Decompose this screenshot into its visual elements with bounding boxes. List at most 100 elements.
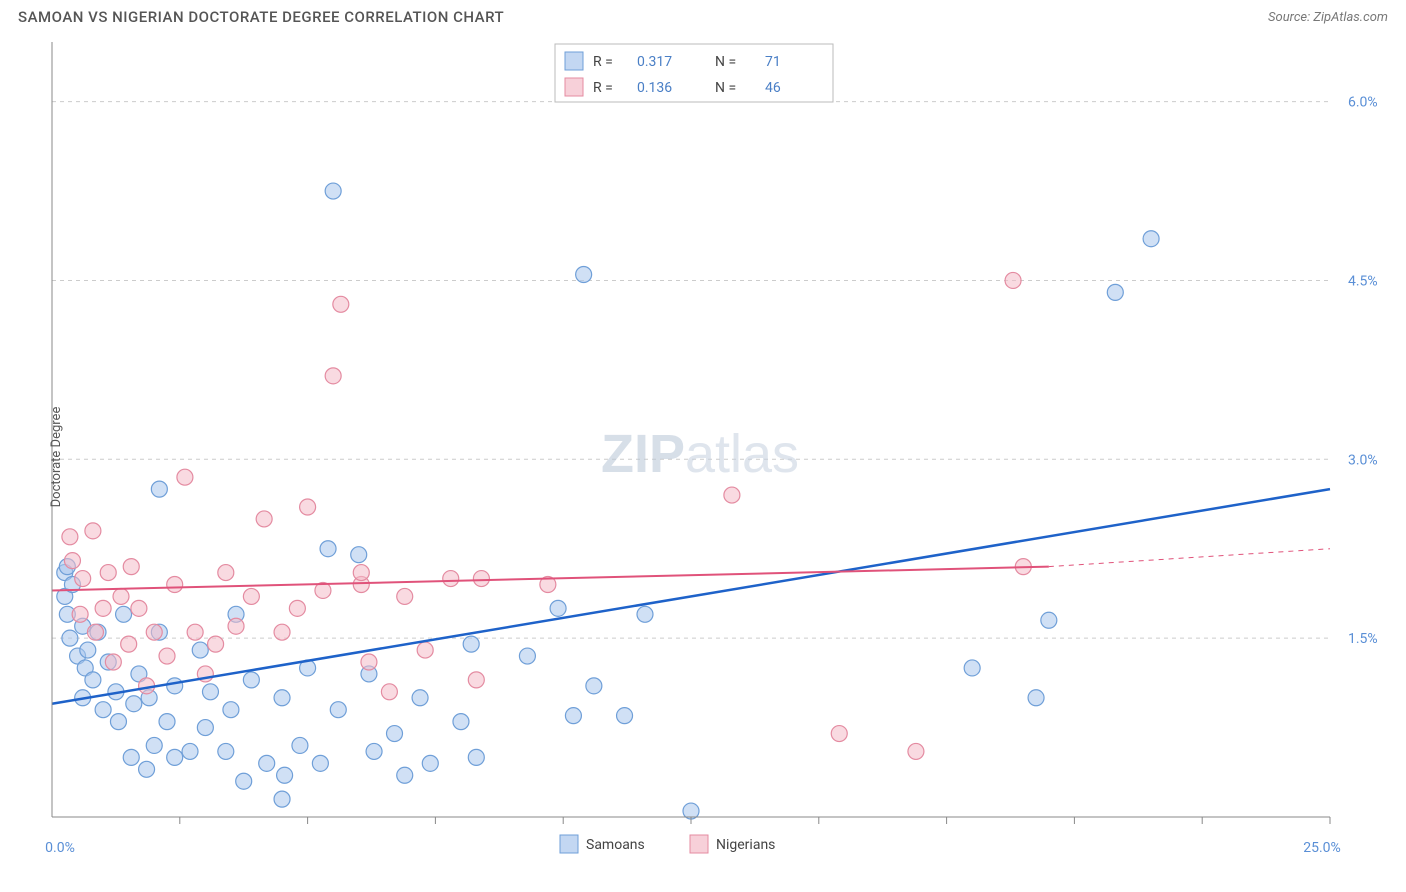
legend-n-value: 71 — [765, 54, 781, 70]
data-point — [320, 541, 336, 557]
data-point — [333, 296, 349, 312]
data-point — [289, 600, 305, 616]
data-point — [105, 654, 121, 670]
legend-n-label: N = — [715, 54, 736, 70]
data-point — [95, 702, 111, 718]
data-point — [177, 469, 193, 485]
data-point — [274, 624, 290, 640]
data-point — [192, 642, 208, 658]
chart-area: Doctorate Degree 1.5%3.0%4.5%6.0%ZIPatla… — [0, 32, 1406, 882]
bottom-legend: Samoans Nigerians — [560, 835, 775, 853]
data-point — [274, 690, 290, 706]
x-max-label: 25.0% — [1303, 840, 1341, 856]
data-point — [202, 684, 218, 700]
data-point — [325, 368, 341, 384]
data-point — [274, 791, 290, 807]
data-point — [964, 660, 980, 676]
legend-r-value: 0.136 — [637, 80, 672, 96]
data-point — [228, 618, 244, 634]
data-point — [123, 749, 139, 765]
data-point — [361, 654, 377, 670]
data-point — [218, 743, 234, 759]
legend-r-value: 0.317 — [637, 54, 672, 70]
data-point — [617, 708, 633, 724]
data-point — [100, 565, 116, 581]
data-point — [550, 600, 566, 616]
data-point — [72, 606, 88, 622]
legend-n-value: 46 — [765, 80, 781, 96]
data-point — [208, 636, 224, 652]
data-point — [259, 755, 275, 771]
data-point — [468, 672, 484, 688]
data-point — [292, 737, 308, 753]
data-point — [468, 749, 484, 765]
data-point — [397, 588, 413, 604]
legend-r-label: R = — [593, 80, 613, 96]
data-point — [637, 606, 653, 622]
legend-swatch — [565, 78, 583, 96]
data-point — [75, 571, 91, 587]
data-point — [113, 588, 129, 604]
data-point — [131, 600, 147, 616]
data-point — [167, 577, 183, 593]
legend-swatch — [690, 835, 708, 853]
data-point — [519, 648, 535, 664]
data-point — [1107, 284, 1123, 300]
data-point — [218, 565, 234, 581]
data-point — [330, 702, 346, 718]
data-point — [312, 755, 328, 771]
y-axis-label: Doctorate Degree — [49, 407, 64, 508]
data-point — [236, 773, 252, 789]
legend-series-label: Samoans — [586, 837, 645, 853]
data-point — [197, 720, 213, 736]
data-point — [366, 743, 382, 759]
x-min-label: 0.0% — [45, 840, 75, 856]
data-point — [277, 767, 293, 783]
data-point — [831, 726, 847, 742]
watermark: ZIPatlas — [601, 424, 799, 484]
legend-n-label: N = — [715, 80, 736, 96]
data-point — [353, 565, 369, 581]
data-point — [139, 761, 155, 777]
data-point — [463, 636, 479, 652]
legend-r-label: R = — [593, 54, 613, 70]
data-point — [110, 714, 126, 730]
data-point — [397, 767, 413, 783]
data-point — [381, 684, 397, 700]
data-point — [325, 183, 341, 199]
source-label: Source: ZipAtlas.com — [1268, 10, 1388, 25]
data-point — [159, 648, 175, 664]
data-point — [412, 690, 428, 706]
data-point — [123, 559, 139, 575]
data-point — [223, 702, 239, 718]
data-point — [1143, 231, 1159, 247]
trend-line-extrapolated — [1049, 549, 1330, 567]
data-point — [62, 529, 78, 545]
data-point — [443, 571, 459, 587]
legend-swatch — [565, 52, 583, 70]
data-point — [85, 672, 101, 688]
scatter-chart: 1.5%3.0%4.5%6.0%ZIPatlas0.0%25.0%R =0.31… — [0, 32, 1406, 882]
data-point — [126, 696, 142, 712]
data-point — [95, 600, 111, 616]
data-point — [62, 630, 78, 646]
data-point — [187, 624, 203, 640]
data-point — [1041, 612, 1057, 628]
legend-series-label: Nigerians — [716, 837, 775, 853]
data-point — [586, 678, 602, 694]
data-point — [256, 511, 272, 527]
data-point — [87, 624, 103, 640]
data-point — [116, 606, 132, 622]
data-point — [243, 672, 259, 688]
data-point — [1028, 690, 1044, 706]
data-point — [453, 714, 469, 730]
y-tick-label: 6.0% — [1348, 95, 1378, 111]
data-point — [121, 636, 137, 652]
data-point — [576, 267, 592, 283]
y-tick-label: 4.5% — [1348, 273, 1378, 289]
data-point — [167, 749, 183, 765]
data-point — [167, 678, 183, 694]
data-point — [1005, 272, 1021, 288]
data-point — [724, 487, 740, 503]
data-point — [908, 743, 924, 759]
